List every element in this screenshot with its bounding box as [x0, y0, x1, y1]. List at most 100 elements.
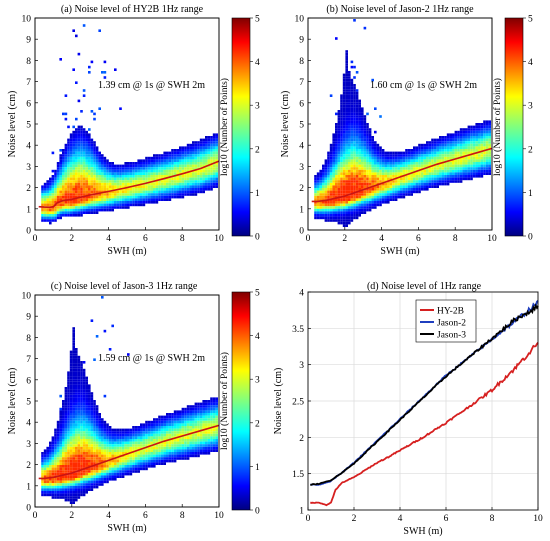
density-cell — [374, 193, 377, 196]
density-cell — [72, 329, 75, 333]
density-cell — [488, 120, 491, 123]
density-cell — [116, 164, 120, 168]
density-cell — [199, 188, 203, 191]
density-cell — [145, 156, 148, 160]
density-cell — [90, 319, 94, 322]
density-cell — [75, 441, 78, 445]
density-cell — [189, 423, 192, 426]
density-cell — [41, 483, 44, 486]
density-cell — [348, 84, 351, 87]
density-cell — [374, 182, 377, 186]
density-cell — [394, 180, 398, 183]
density-cell — [485, 169, 489, 173]
density-cell — [80, 400, 83, 403]
density-cell — [121, 433, 125, 437]
density-cell — [59, 190, 62, 194]
density-cell — [67, 397, 70, 400]
density-cell — [51, 188, 55, 191]
density-cell — [179, 149, 182, 152]
density-cell — [119, 433, 122, 437]
density-cell — [72, 342, 75, 346]
density-cell — [392, 154, 395, 157]
density-cell — [327, 156, 330, 160]
density-cell — [69, 164, 73, 168]
density-cell — [345, 188, 348, 191]
density-cell — [340, 133, 343, 136]
density-cell — [106, 159, 109, 162]
density-cell — [166, 413, 169, 416]
density-cell — [101, 156, 104, 160]
density-cell — [108, 428, 112, 432]
density-cell — [423, 177, 426, 181]
density-cell — [155, 449, 159, 452]
density-cell — [59, 467, 62, 471]
density-cell — [59, 156, 62, 160]
density-cell — [472, 156, 476, 160]
density-cell — [355, 211, 359, 214]
density-cell — [142, 452, 146, 455]
density-cell — [77, 190, 81, 194]
density-cell — [103, 426, 107, 429]
density-cell — [345, 107, 348, 110]
density-cell — [181, 407, 185, 411]
y-tick-label: 0 — [26, 227, 31, 237]
density-cell — [67, 491, 70, 494]
density-cell — [192, 407, 195, 411]
density-cell — [62, 177, 65, 181]
density-cell — [465, 169, 468, 173]
density-cell — [134, 190, 138, 194]
density-cell — [433, 162, 437, 165]
density-cell — [72, 376, 75, 380]
density-cell — [449, 175, 452, 178]
density-cell — [101, 177, 104, 181]
density-cell — [173, 423, 177, 426]
density-cell — [43, 195, 47, 199]
density-cell — [342, 73, 346, 77]
density-cell — [394, 190, 398, 194]
density-cell — [111, 180, 114, 183]
density-cell — [129, 198, 133, 201]
density-cell — [215, 177, 218, 181]
density-cell — [197, 156, 200, 160]
density-cell — [324, 208, 328, 212]
density-cell — [186, 454, 190, 458]
density-cell — [166, 423, 169, 426]
density-cell — [160, 433, 164, 437]
density-cell — [46, 488, 49, 491]
density-cell — [335, 133, 338, 136]
density-cell — [361, 182, 364, 186]
density-cell — [147, 195, 151, 199]
density-cell — [127, 467, 130, 471]
density-cell — [350, 211, 354, 214]
density-cell — [101, 462, 104, 465]
density-cell — [485, 154, 489, 157]
density-cell — [348, 125, 351, 129]
density-cell — [82, 164, 86, 168]
density-cell — [394, 151, 398, 155]
density-cell — [67, 433, 70, 437]
density-cell — [119, 459, 122, 463]
density-cell — [436, 154, 439, 157]
density-cell — [46, 449, 49, 452]
density-cell — [62, 195, 65, 199]
density-cell — [46, 216, 49, 220]
density-cell — [153, 159, 156, 162]
density-cell — [186, 410, 190, 413]
density-cell — [371, 188, 374, 191]
density-cell — [444, 172, 447, 175]
density-cell — [145, 431, 148, 434]
density-cell — [69, 214, 73, 217]
mean-noise-curve — [311, 147, 493, 203]
density-cell — [166, 162, 169, 165]
density-cell — [80, 413, 83, 416]
density-cell — [186, 441, 190, 445]
density-cell — [82, 452, 86, 455]
density-cell — [324, 172, 328, 175]
density-cell — [439, 172, 442, 175]
density-cell — [119, 201, 122, 204]
density-cell — [420, 172, 424, 175]
density-cell — [142, 431, 146, 434]
density-cell — [179, 449, 182, 452]
density-cell — [470, 136, 473, 139]
density-cell — [314, 203, 317, 207]
